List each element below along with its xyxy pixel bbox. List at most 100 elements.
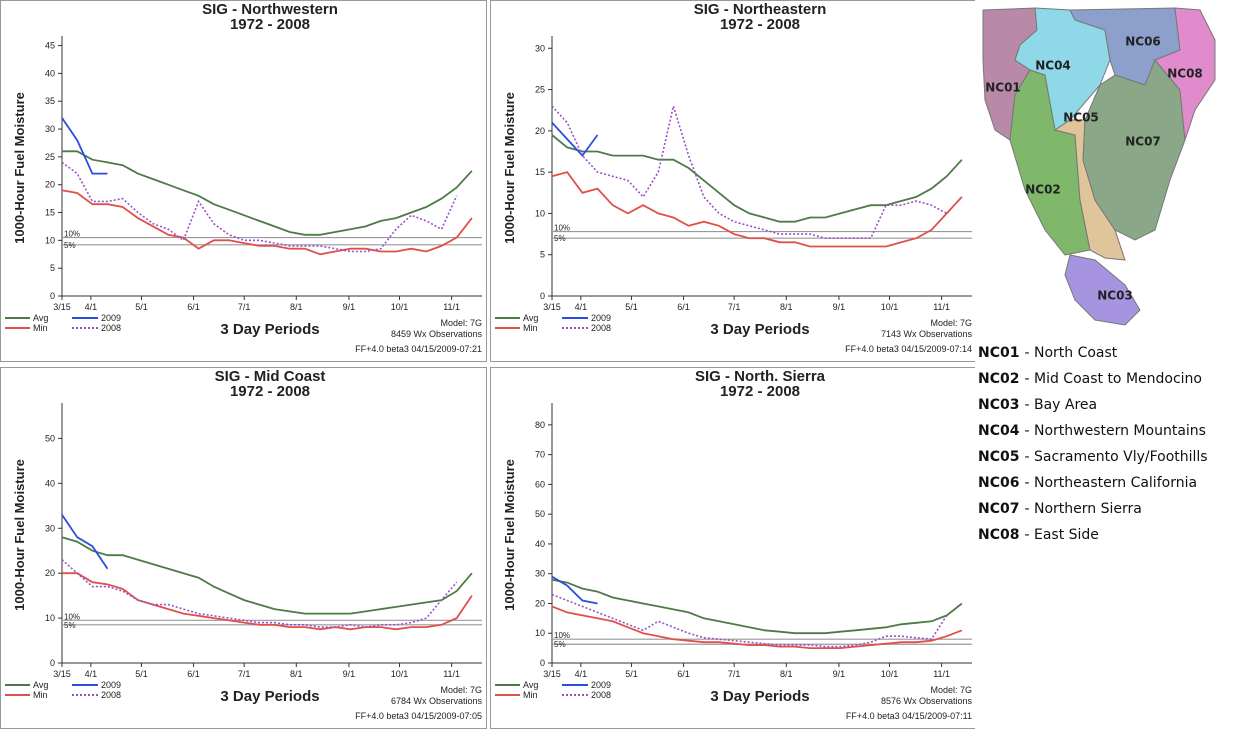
footer-note: FF+4.0 beta3 04/15/2009-07:21	[355, 344, 482, 354]
x-axis-label: 3 Day Periods	[710, 321, 809, 338]
x-tick-label: 5/1	[625, 302, 638, 312]
series-line	[61, 536, 473, 615]
series-line	[61, 514, 109, 570]
legend-row: NC02- Mid Coast to Mendocino	[978, 366, 1208, 392]
y-tick-label: 15	[45, 208, 55, 218]
y-tick-label: 20	[45, 568, 55, 578]
x-tick-label: 7/1	[728, 302, 741, 312]
region-label: NC01	[985, 81, 1021, 95]
x-tick-label: 11/1	[933, 669, 950, 679]
x-tick-label: 9/1	[833, 669, 846, 679]
series-line	[61, 117, 108, 175]
y-tick-label: 30	[45, 523, 55, 533]
model-note: Model: 7G	[930, 318, 972, 328]
y-tick-label: 80	[535, 420, 545, 430]
region-name: - Northeastern California	[1024, 475, 1198, 491]
legend-label: 2008	[591, 690, 611, 700]
reference-label: 5%	[64, 241, 76, 250]
y-tick-label: 0	[50, 291, 55, 301]
region-code: NC08	[978, 527, 1020, 543]
footer-note: FF+4.0 beta3 04/15/2009-07:11	[846, 711, 972, 721]
y-tick-label: 50	[535, 509, 545, 519]
x-tick-label: 4/1	[85, 669, 98, 679]
x-tick-label: 5/1	[135, 669, 148, 679]
x-tick-label: 9/1	[343, 669, 356, 679]
reference-label: 10%	[64, 230, 80, 239]
legend-label: 2009	[591, 680, 611, 690]
chart-subtitle: 1972 - 2008	[230, 383, 310, 400]
x-tick-label: 8/1	[780, 302, 793, 312]
y-tick-label: 20	[535, 126, 545, 136]
y-tick-label: 40	[535, 539, 545, 549]
region-code: NC04	[978, 423, 1020, 439]
reference-label: 5%	[554, 234, 566, 243]
legend-row: NC04- Northwestern Mountains	[978, 418, 1208, 444]
x-tick-label: 11/1	[443, 669, 460, 679]
region-code: NC07	[978, 501, 1020, 517]
legend-label: 2009	[101, 680, 121, 690]
y-tick-label: 15	[535, 167, 545, 177]
y-axis-label: 1000-Hour Fuel Moisture	[12, 459, 27, 611]
y-tick-label: 0	[50, 658, 55, 668]
x-tick-label: 11/1	[933, 302, 950, 312]
x-tick-label: 6/1	[677, 302, 690, 312]
x-axis-label: 3 Day Periods	[710, 688, 809, 705]
y-tick-label: 5	[50, 263, 55, 273]
legend-label: Avg	[33, 680, 48, 690]
series-line	[62, 572, 473, 631]
footer-note: FF+4.0 beta3 04/15/2009-07:14	[845, 344, 972, 354]
panel-border	[490, 0, 975, 362]
x-tick-label: 4/1	[575, 302, 588, 312]
x-tick-label: 9/1	[343, 302, 356, 312]
region-label: NC05	[1063, 111, 1099, 125]
y-tick-label: 0	[540, 658, 545, 668]
series-line	[61, 189, 473, 256]
chart-title: SIG - Northwestern	[202, 1, 338, 18]
chart-title: SIG - Northeastern	[694, 1, 827, 18]
x-tick-label: 3/15	[53, 669, 71, 679]
region-code: NC01	[978, 345, 1020, 361]
region-label: NC03	[1097, 289, 1133, 303]
x-tick-label: 5/1	[135, 302, 148, 312]
legend-row: NC03- Bay Area	[978, 392, 1208, 418]
charts: SIG - Northwestern 1972 - 2008 1000-Hour F…	[0, 0, 975, 729]
y-tick-label: 60	[535, 479, 545, 489]
y-tick-label: 40	[45, 478, 55, 488]
y-tick-label: 40	[45, 68, 55, 78]
legend-label: 2009	[101, 313, 121, 323]
y-tick-label: 0	[540, 291, 545, 301]
x-tick-label: 10/1	[881, 669, 899, 679]
model-note: Model: 7G	[930, 685, 972, 695]
x-tick-label: 7/1	[238, 302, 251, 312]
region-name: - East Side	[1024, 527, 1099, 543]
y-tick-label: 45	[45, 41, 55, 51]
model-note: Model: 7G	[440, 318, 482, 328]
reference-label: 5%	[554, 640, 566, 649]
region-nc08	[1154, 7, 1216, 141]
region-label: NC08	[1167, 67, 1203, 81]
region-name: - Northern Sierra	[1024, 501, 1142, 517]
region-label: NC04	[1035, 59, 1071, 73]
legend-label: Avg	[33, 313, 48, 323]
series-line	[61, 559, 458, 628]
x-tick-label: 7/1	[728, 669, 741, 679]
legend-row: NC08- East Side	[978, 522, 1208, 548]
chart-subtitle: 1972 - 2008	[720, 16, 800, 33]
series-line	[61, 161, 458, 253]
y-tick-label: 20	[45, 180, 55, 190]
legend-label: Min	[523, 690, 538, 700]
legend-row: NC05- Sacramento Vly/Foothills	[978, 444, 1208, 470]
region-nc05	[1053, 119, 1126, 261]
x-tick-label: 6/1	[187, 302, 200, 312]
x-tick-label: 3/15	[543, 669, 561, 679]
region-label: NC06	[1125, 35, 1161, 49]
panel-border	[0, 0, 487, 362]
legend-row: NC07- Northern Sierra	[978, 496, 1208, 522]
legend-label: 2008	[591, 323, 611, 333]
y-tick-label: 10	[45, 613, 55, 623]
series-line	[551, 605, 963, 649]
legend-label: Avg	[523, 313, 538, 323]
